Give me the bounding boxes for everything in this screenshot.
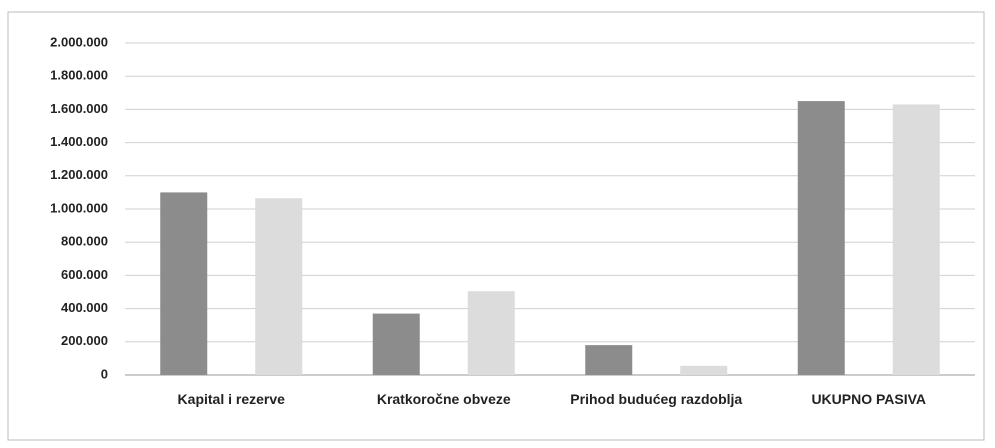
y-tick-label: 1.600.000 [50, 101, 108, 116]
y-tick-label: 800.000 [61, 234, 108, 249]
y-tick-label: 400.000 [61, 300, 108, 315]
y-tick-label: 1.800.000 [50, 68, 108, 83]
x-tick-label: Kratkoročne obveze [376, 391, 511, 407]
bar [585, 345, 633, 375]
y-tick-label: 1.400.000 [50, 134, 108, 149]
y-tick-label: 600.000 [61, 267, 108, 282]
y-tick-label: 0 [101, 366, 108, 381]
bar [255, 198, 303, 375]
y-tick-label: 200.000 [61, 333, 108, 348]
bar [797, 101, 845, 375]
x-tick-label: Prihod budućeg razdoblja [570, 391, 743, 407]
bar [160, 192, 208, 375]
x-tick-label: Kapital i rezerve [177, 391, 285, 407]
bar [680, 365, 728, 375]
bar [467, 291, 515, 375]
y-tick-label: 1.000.000 [50, 200, 108, 215]
chart-frame [7, 11, 985, 441]
x-tick-label: UKUPNO PASIVA [811, 391, 927, 407]
y-tick-label: 2.000.000 [50, 34, 108, 49]
bar [372, 313, 420, 375]
y-tick-label: 1.200.000 [50, 167, 108, 182]
bar [892, 104, 940, 376]
